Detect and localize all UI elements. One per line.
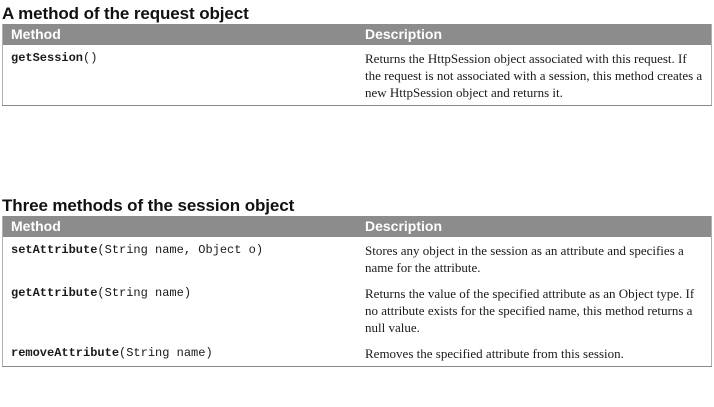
table-header-row: Method Description xyxy=(2,24,712,45)
session-methods-table: Method Description setAttribute(String n… xyxy=(2,216,712,367)
method-args: (String name) xyxy=(119,346,213,360)
method-name: getSession xyxy=(11,51,84,65)
method-cell: removeAttribute(String name) xyxy=(3,340,358,367)
method-cell: getSession() xyxy=(3,45,358,106)
column-header-method: Method xyxy=(2,24,357,45)
request-methods-table: Method Description getSession() Returns … xyxy=(2,24,712,106)
section-title: A method of the request object xyxy=(2,4,249,23)
description-cell: Removes the specified attribute from thi… xyxy=(365,346,624,361)
column-header-description: Description xyxy=(357,24,712,45)
method-args: () xyxy=(83,51,98,65)
method-args: (String name, Object o) xyxy=(97,243,264,257)
column-header-method: Method xyxy=(2,216,357,237)
method-name: removeAttribute xyxy=(11,346,120,360)
method-name: setAttribute xyxy=(11,243,98,257)
method-cell: getAttribute(String name) xyxy=(3,280,358,340)
request-section: A method of the request object Method De… xyxy=(0,4,714,106)
table-row: removeAttribute(String name) Removes the… xyxy=(3,340,712,367)
method-cell: setAttribute(String name, Object o) xyxy=(3,237,358,280)
table-row: setAttribute(String name, Object o) Stor… xyxy=(3,237,712,280)
section-title: Three methods of the session object xyxy=(2,196,295,215)
description-cell: Returns the HttpSession object associate… xyxy=(365,51,703,100)
table-row: getAttribute(String name) Returns the va… xyxy=(3,280,712,340)
session-section: Three methods of the session object Meth… xyxy=(0,196,714,367)
table-row: getSession() Returns the HttpSession obj… xyxy=(3,45,712,106)
description-cell: Returns the value of the specified attri… xyxy=(365,286,695,335)
column-header-description: Description xyxy=(357,216,712,237)
table-header-row: Method Description xyxy=(2,216,712,237)
method-name: getAttribute xyxy=(11,286,98,300)
description-cell: Stores any object in the session as an a… xyxy=(365,243,684,275)
method-args: (String name) xyxy=(97,286,192,300)
